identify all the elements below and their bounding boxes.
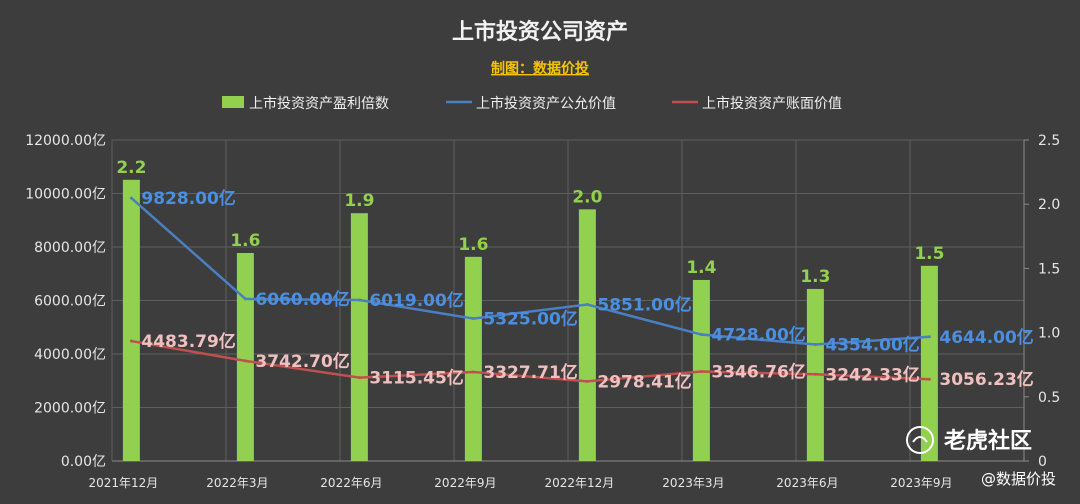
y-tick-label: 6000.00亿	[34, 294, 106, 310]
legend-label-fair: 上市投资资产公允价值	[476, 95, 616, 112]
bar-value-label: 1.6	[458, 235, 488, 255]
book-value-label: 3742.70亿	[255, 351, 349, 372]
y2-tick-label: 1.0	[1038, 326, 1060, 342]
bar	[464, 256, 482, 461]
chart-title: 上市投资公司资产	[452, 19, 628, 45]
tiger-logo-mark-icon	[912, 436, 928, 443]
book-value-line	[131, 339, 930, 383]
fair-point	[699, 333, 703, 337]
bar	[350, 213, 368, 461]
y-tick-label: 12000.00亿	[25, 133, 106, 149]
legend-swatch-bar	[222, 96, 244, 108]
fair-value-label: 9828.00亿	[141, 188, 235, 209]
book-value-label: 2978.41亿	[597, 371, 691, 392]
tiger-logo-icon	[906, 426, 934, 454]
book-value-label: 3115.45亿	[369, 368, 463, 389]
bar-value-label: 2.0	[572, 187, 602, 207]
watermark-brand: 老虎社区	[943, 428, 1032, 454]
y-axis-right: 0 0.5 1.0 1.5 2.0 2.5	[1024, 133, 1060, 470]
watermark-credit: @数据价投	[981, 470, 1056, 488]
bar	[122, 179, 140, 461]
bar	[578, 209, 596, 461]
bar	[920, 265, 938, 461]
fair-value-label: 4728.00亿	[711, 325, 805, 346]
chart-subtitle: 制图：数据价投	[491, 60, 589, 77]
bar-value-label: 1.6	[230, 231, 260, 251]
legend-label-bar: 上市投资资产盈利倍数	[249, 95, 389, 112]
x-tick-label: 2023年6月	[776, 476, 838, 490]
y2-tick-label: 0.5	[1038, 390, 1060, 406]
x-tick-label: 2022年12月	[544, 476, 614, 490]
x-tick-label: 2021年12月	[88, 476, 158, 490]
x-tick-label: 2022年3月	[206, 476, 268, 490]
x-tick-label: 2023年3月	[662, 476, 724, 490]
y-axis-left: 0.00亿 2000.00亿 4000.00亿 6000.00亿 8000.00亿 100…	[25, 133, 106, 470]
fair-value-line	[130, 197, 930, 346]
book-value-label: 3346.76亿	[711, 361, 805, 382]
book-point	[699, 369, 703, 373]
bar-value-label: 1.9	[344, 191, 374, 211]
fair-value-label: 4644.00亿	[939, 327, 1033, 348]
fair-value-label: 5851.00亿	[597, 294, 691, 315]
book-value-label: 3242.33亿	[825, 364, 919, 385]
fair-point	[471, 317, 475, 321]
bar-value-label: 2.2	[116, 158, 146, 178]
y-tick-label: 0.00亿	[61, 454, 106, 470]
y-tick-label: 4000.00亿	[34, 347, 106, 363]
y-tick-label: 10000.00亿	[25, 187, 106, 203]
book-point	[243, 359, 247, 363]
y-tick-label: 2000.00亿	[34, 401, 106, 417]
fair-point	[927, 335, 931, 339]
fair-point	[129, 196, 133, 200]
line-series	[129, 196, 931, 383]
x-tick-label: 2022年6月	[320, 476, 382, 490]
book-point	[927, 377, 931, 381]
bar-value-label: 1.5	[914, 244, 944, 264]
book-point	[813, 372, 817, 376]
watermark: 老虎社区 @数据价投	[906, 426, 1056, 488]
fair-value-label: 6060.00亿	[255, 289, 349, 310]
y-tick-label: 8000.00亿	[34, 240, 106, 256]
book-value-label: 4483.79亿	[141, 331, 235, 352]
fair-point	[243, 297, 247, 301]
fair-value-label: 6019.00亿	[369, 290, 463, 311]
fair-point	[813, 343, 817, 347]
book-value-label: 3056.23亿	[939, 369, 1033, 390]
bar-series	[122, 179, 938, 461]
y2-tick-label: 2.5	[1038, 133, 1060, 149]
grid	[111, 139, 1025, 462]
x-tick-label: 2022年9月	[434, 476, 496, 490]
legend: 上市投资资产盈利倍数 上市投资资产公允价值 上市投资资产账面价值	[222, 95, 842, 112]
legend-label-book: 上市投资资产账面价值	[702, 95, 842, 112]
book-point	[471, 370, 475, 374]
fair-point	[585, 302, 589, 306]
book-point	[357, 376, 361, 380]
y2-tick-label: 2.0	[1038, 197, 1060, 213]
bar	[236, 252, 254, 461]
fair-value-label: 4354.00亿	[825, 335, 919, 356]
fair-point	[357, 298, 361, 302]
y2-tick-label: 0	[1038, 454, 1047, 470]
bar-value-label: 1.3	[800, 267, 830, 287]
y2-tick-label: 1.5	[1038, 261, 1060, 277]
fair-value-label: 5325.00亿	[483, 309, 577, 330]
x-axis: 2021年12月 2022年3月 2022年6月 2022年9月 2022年12月 202…	[88, 476, 952, 490]
book-point	[585, 379, 589, 383]
book-point	[129, 339, 133, 343]
bar-value-label: 1.4	[686, 258, 716, 278]
x-tick-label: 2023年9月	[890, 476, 952, 490]
data-labels: 2.2 1.6 1.9 1.6 2.0 1.4 1.3 1.5 9828.00亿 6060.00亿…	[116, 158, 1034, 393]
book-value-label: 3327.71亿	[483, 362, 577, 383]
